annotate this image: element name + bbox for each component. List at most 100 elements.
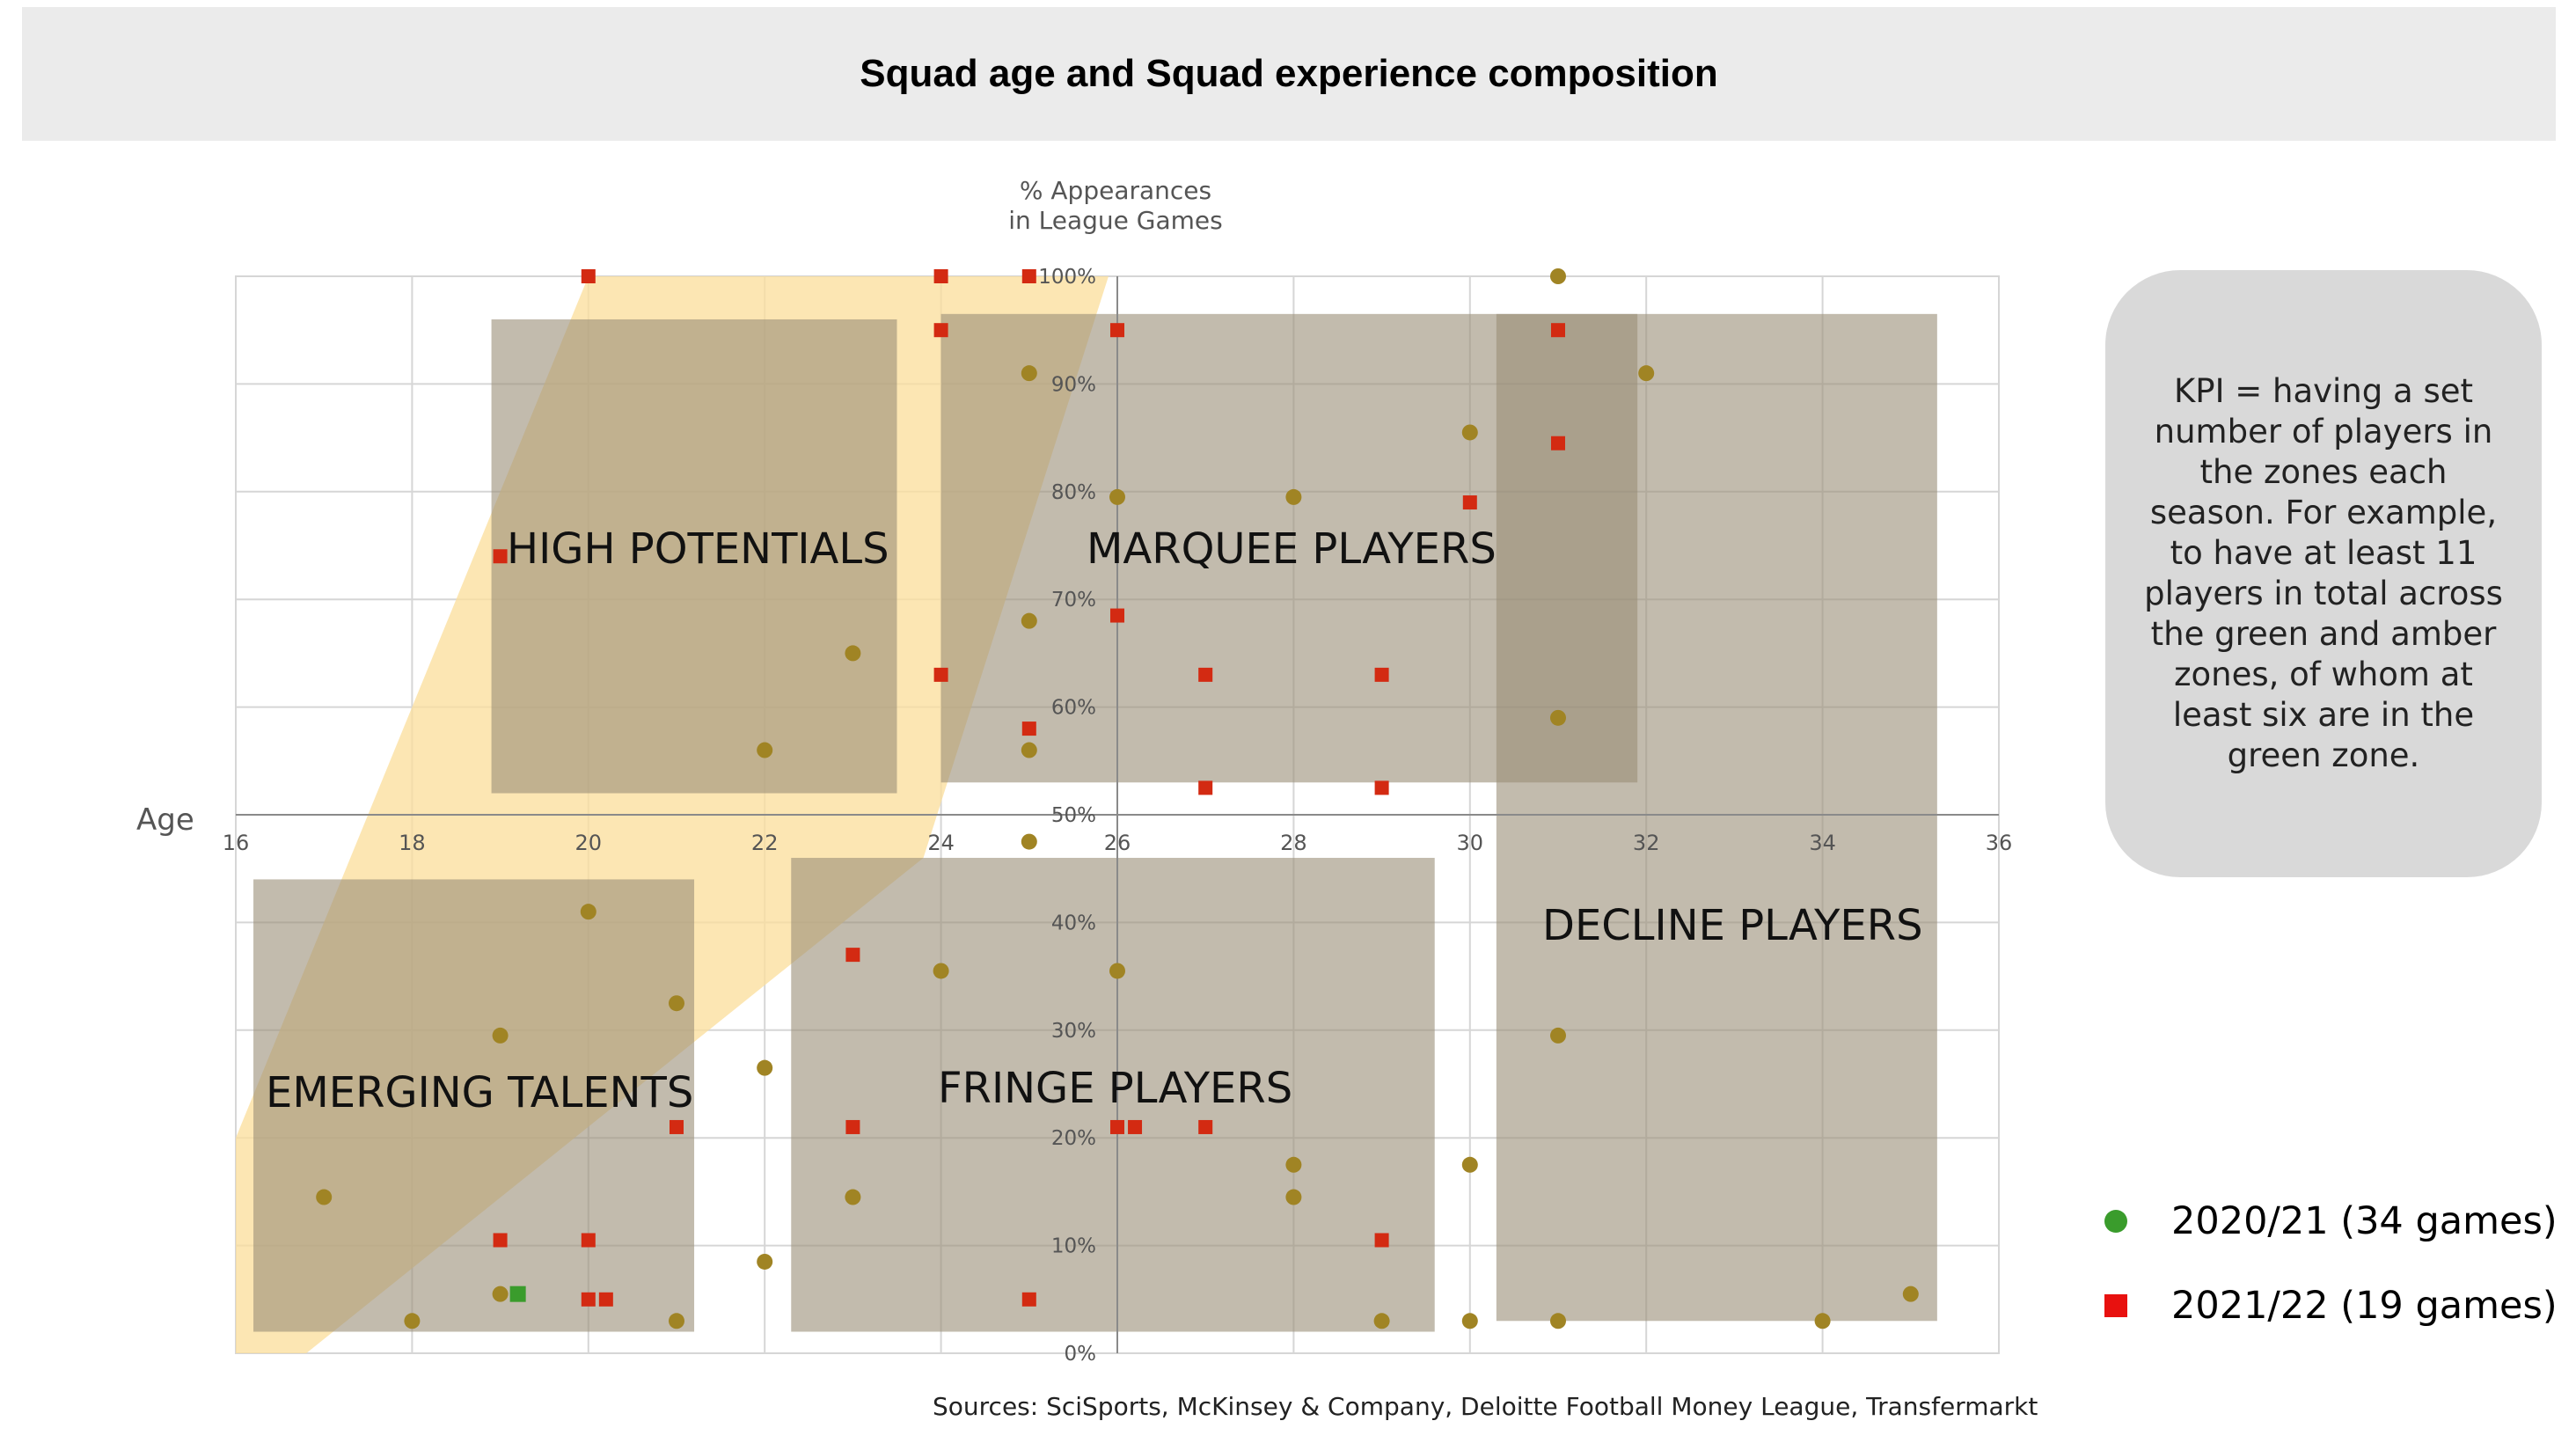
red-square-icon [2104, 1294, 2127, 1317]
data-point-2020-21 [845, 1189, 861, 1205]
data-point-2021-22 [1110, 323, 1124, 338]
data-point-2020-21 [1285, 1189, 1302, 1205]
zone-labels: HIGH POTENTIALS MARQUEE PLAYERS EMERGING T… [266, 524, 1923, 1117]
kpi-text: KPI = having a set number of players in … [2144, 372, 2503, 774]
data-point-2020-21 [1550, 1313, 1566, 1329]
data-point-2021-22 [845, 948, 860, 963]
zones [253, 313, 1937, 1332]
data-point-2021-22 [933, 323, 948, 338]
data-point-2021-22 [493, 1233, 508, 1248]
x-tick-label: 26 [1104, 831, 1131, 855]
data-point-2020-21 [1638, 365, 1655, 382]
x-tick-label: 30 [1457, 831, 1484, 855]
data-point-2021-22 [581, 269, 596, 283]
data-point-2021-22 [1374, 667, 1389, 682]
x-tick-label: 32 [1633, 831, 1660, 855]
data-point-2021-22 [581, 1233, 596, 1248]
zone-label: EMERGING TALENTS [266, 1068, 693, 1117]
data-point-2021-22 [1021, 722, 1036, 736]
y-tick-label: 10% [1051, 1235, 1096, 1258]
legend-item-2021-22: 2021/22 (19 games) [2094, 1281, 2569, 1330]
y-tick-label: 100% [1038, 266, 1096, 289]
data-point-2020-21 [1902, 1286, 1919, 1302]
data-point-highlight [509, 1286, 526, 1302]
data-point-2021-22 [845, 1119, 860, 1134]
data-point-2020-21 [580, 904, 596, 920]
zone-label: MARQUEE PLAYERS [1087, 524, 1497, 574]
chart-title: Squad age and Squad experience compositi… [860, 52, 1718, 95]
data-point-2021-22 [1021, 1292, 1036, 1307]
y-tick-label: 30% [1051, 1020, 1096, 1043]
legend: 2020/21 (34 games) 2021/22 (19 games) [2094, 1197, 2569, 1366]
data-point-2020-21 [1550, 1027, 1566, 1044]
x-tick-label: 34 [1809, 831, 1836, 855]
data-point-2021-22 [1462, 495, 1477, 510]
data-point-2021-22 [1551, 323, 1565, 338]
kpi-box: KPI = having a set number of players in … [2105, 270, 2542, 877]
zone-box [491, 319, 897, 794]
y-axis-title-line1: % Appearances [1020, 176, 1211, 205]
data-point-2021-22 [933, 667, 948, 682]
x-tick-label: 24 [927, 831, 955, 855]
data-point-2020-21 [1550, 268, 1566, 284]
data-point-2020-21 [1021, 833, 1037, 850]
data-point-2020-21 [1461, 1313, 1478, 1329]
legend-label: 2020/21 (34 games) [2171, 1199, 2558, 1243]
x-tick-label: 28 [1280, 831, 1307, 855]
x-tick-label: 20 [575, 831, 603, 855]
zone-label: FRINGE PLAYERS [938, 1064, 1292, 1113]
y-tick-label: 40% [1051, 912, 1096, 934]
y-axis-title-line2: in League Games [1008, 206, 1223, 235]
data-point-2021-22 [1110, 608, 1124, 623]
data-point-2020-21 [1021, 742, 1037, 758]
data-point-2020-21 [1373, 1313, 1390, 1329]
data-point-2021-22 [1551, 436, 1565, 450]
data-point-2020-21 [1461, 1156, 1478, 1173]
title-bar: Squad age and Squad experience compositi… [22, 7, 2556, 141]
data-point-2020-21 [669, 1313, 684, 1329]
data-point-2020-21 [1285, 488, 1302, 505]
data-point-2021-22 [1021, 269, 1036, 283]
sources-note: Sources: SciSports, McKinsey & Company, … [933, 1392, 2038, 1421]
data-point-2020-21 [669, 995, 684, 1012]
x-axis-title: Age [136, 802, 194, 838]
data-point-2020-21 [316, 1189, 333, 1205]
data-point-2020-21 [933, 963, 949, 979]
data-point-2021-22 [1374, 780, 1389, 795]
y-tick-label: 60% [1051, 697, 1096, 720]
data-point-2020-21 [492, 1027, 509, 1044]
y-tick-label: 20% [1051, 1127, 1096, 1150]
data-point-2020-21 [757, 1253, 773, 1270]
data-point-2020-21 [845, 645, 861, 662]
y-tick-label: 0% [1065, 1343, 1097, 1366]
data-point-2020-21 [1021, 612, 1037, 629]
y-tick-label: 50% [1051, 804, 1096, 827]
data-point-2020-21 [1021, 365, 1037, 382]
data-point-2020-21 [1461, 424, 1478, 441]
axes: 16 18 20 22 24 26 28 30 32 34 36 0% 10% 20% 30% 40% 50% 6… [136, 176, 2012, 1366]
data-point-2020-21 [757, 1059, 773, 1076]
data-point-2021-22 [1374, 1233, 1389, 1248]
zone-label: DECLINE PLAYERS [1542, 901, 1923, 950]
data-point-2020-21 [1109, 963, 1125, 979]
data-point-2021-22 [493, 549, 508, 564]
legend-item-2020-21: 2020/21 (34 games) [2094, 1197, 2569, 1246]
data-point-2020-21 [1109, 488, 1125, 505]
data-point-2020-21 [1285, 1156, 1302, 1173]
legend-label: 2021/22 (19 games) [2171, 1284, 2558, 1328]
zone-label: HIGH POTENTIALS [507, 524, 889, 574]
data-points [316, 268, 1919, 1329]
data-point-2021-22 [933, 269, 948, 283]
data-point-2021-22 [670, 1119, 684, 1134]
x-tick-label: 16 [223, 831, 250, 855]
zone-box [1496, 313, 1937, 1322]
x-tick-label: 22 [751, 831, 779, 855]
data-point-2021-22 [1198, 667, 1213, 682]
x-tick-label: 36 [1986, 831, 2013, 855]
green-circle-icon [2104, 1210, 2127, 1233]
zone-box [791, 857, 1435, 1332]
data-point-2020-21 [1550, 709, 1566, 726]
data-point-2021-22 [1110, 1119, 1124, 1134]
zone-box [253, 879, 695, 1332]
